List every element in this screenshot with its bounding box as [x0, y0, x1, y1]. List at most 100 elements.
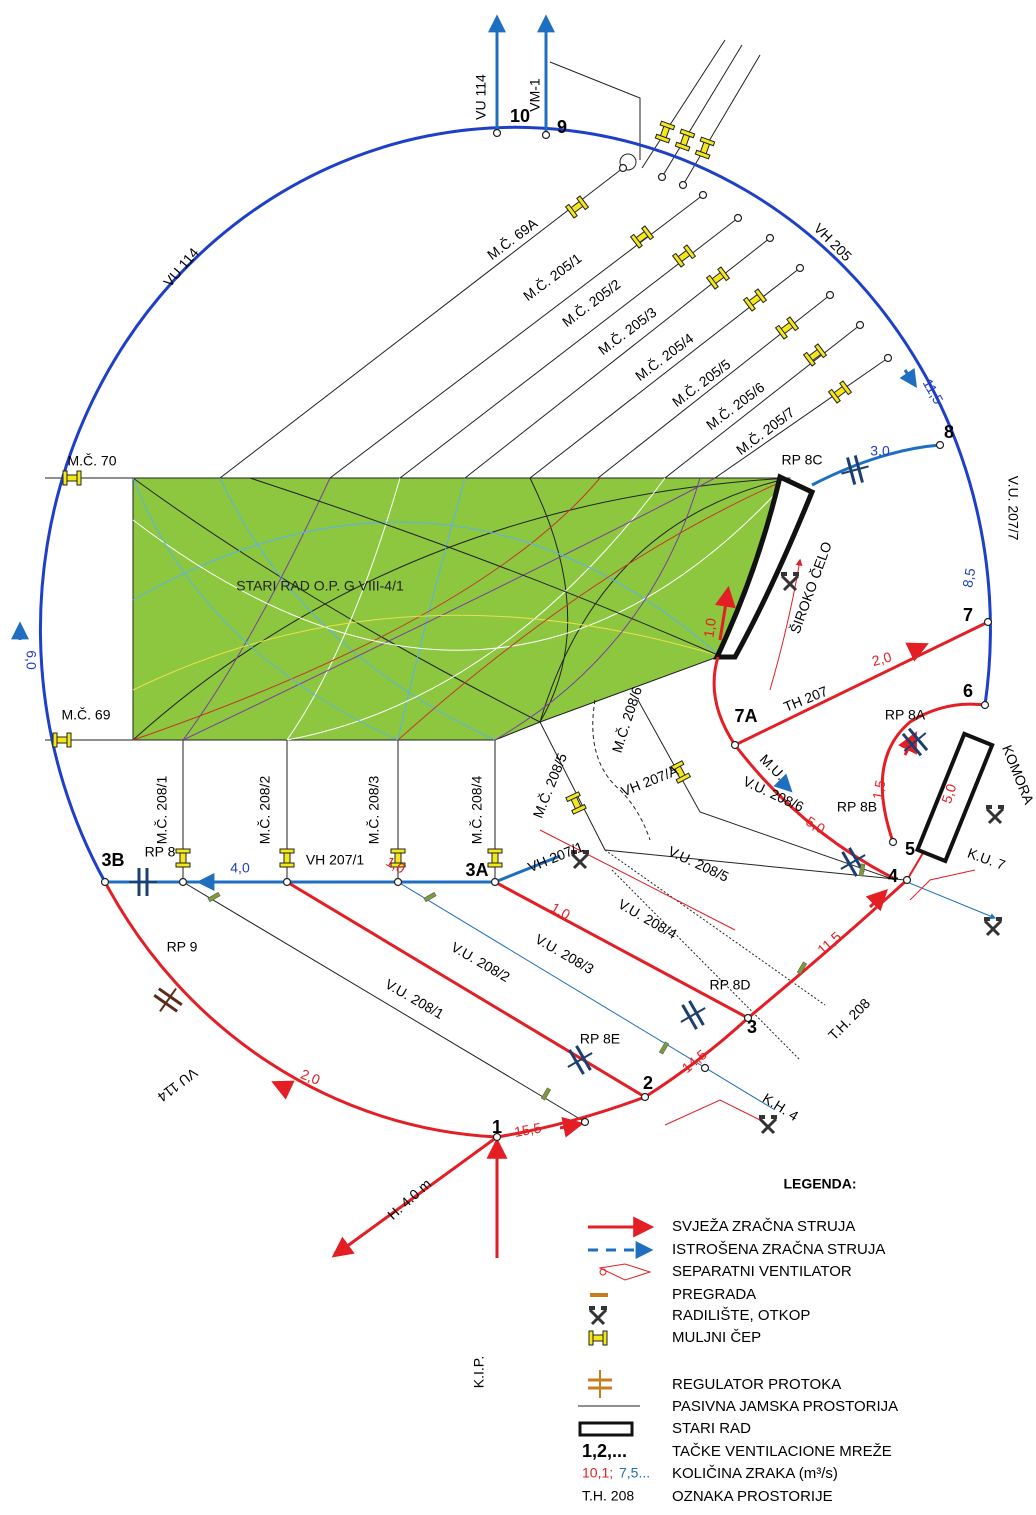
shape-use — [655, 121, 674, 143]
shape-circle — [494, 130, 501, 137]
route-label: M.Č. 69A — [484, 215, 541, 263]
legend-item: PASIVNA JAMSKA PROSTORIJA — [672, 1398, 898, 1415]
shape-circle — [102, 879, 109, 886]
shape-rect — [424, 892, 436, 901]
shape-rect — [659, 1042, 668, 1054]
shape-use — [129, 868, 157, 896]
route-label: VH 207/1 — [306, 852, 365, 868]
shape-circle — [827, 292, 834, 299]
shape-use — [589, 1308, 607, 1324]
shape-use — [53, 733, 71, 747]
shape-use — [695, 137, 714, 159]
shape-use — [488, 849, 502, 867]
flow-value: 1,5 — [869, 779, 888, 801]
flow-value: 8,5 — [959, 567, 978, 589]
shape-use — [759, 1117, 777, 1133]
legend-item: RADILIŠTE, OTKOP — [672, 1307, 810, 1324]
route-label: M.Č. 208/2 — [257, 776, 273, 845]
legend-item: OZNAKA PROSTORIJE — [672, 1488, 833, 1505]
shape-use — [675, 129, 694, 151]
shape-circle — [732, 742, 739, 749]
flow-value: 11,5 — [920, 376, 947, 407]
route-label: V.U. 208/5 — [666, 843, 732, 885]
shape-circle — [797, 265, 804, 272]
shape-line — [907, 882, 995, 918]
shape-use — [895, 722, 934, 761]
route-label: M.Č. 208/5 — [530, 751, 571, 821]
flow-value: 1,0 — [383, 853, 408, 877]
node-label: 9 — [557, 117, 567, 137]
shape-use — [280, 849, 294, 867]
labels: 109877A65433A3B21VU 114VM-1M.Č. 69AM.Č. … — [23, 74, 1036, 1505]
route-label: M.Č. 205/5 — [669, 356, 733, 410]
route-label: M.Č. 205/2 — [559, 276, 623, 330]
legend-item: STARI RAD — [672, 1420, 751, 1437]
shape-use — [631, 226, 654, 248]
flow-value: 4,0 — [230, 860, 250, 876]
shape-path — [910, 870, 975, 900]
shape-use — [566, 792, 586, 814]
node-label: 6 — [963, 681, 973, 701]
shape-line — [735, 622, 988, 745]
flow-value: 2,0 — [298, 1066, 322, 1088]
shape-path — [560, 1124, 580, 1128]
shape-circle — [492, 879, 499, 886]
shape-line — [398, 882, 775, 1110]
route-label: M.Č. 205/1 — [520, 250, 584, 304]
route-label: RP 8E — [580, 1031, 620, 1047]
legend-item: ISTROŠENA ZRAČNA STRUJA — [672, 1241, 885, 1258]
shape-use — [566, 196, 589, 218]
legend-item: MULJNI ČEP — [672, 1329, 761, 1346]
node-label: 8 — [944, 422, 954, 442]
shape-path — [275, 1083, 290, 1090]
shape-circle — [395, 879, 402, 886]
flow-value: 3,0 — [870, 443, 890, 459]
route-label: K.H. 4 — [760, 1090, 802, 1124]
shape-line — [183, 882, 585, 1122]
route-label: V.U. 208/6 — [741, 773, 807, 815]
shape-use — [744, 289, 767, 311]
shape-use — [984, 919, 1002, 935]
page: 109877A65433A3B21VU 114VM-1M.Č. 69AM.Č. … — [0, 0, 1036, 1510]
route-label: VU 114 — [155, 1065, 201, 1105]
route-label: K.I.P. — [471, 1356, 487, 1388]
flow-value: 1,0 — [548, 899, 573, 923]
node-label: 7 — [963, 605, 973, 625]
node-label: 3B — [101, 850, 124, 870]
route-label: VH 207/1 — [525, 838, 585, 875]
legend-item: REGULATOR PROTOKA — [672, 1376, 841, 1393]
legend-item: SVJEŽA ZRAČNA STRUJA — [672, 1218, 855, 1235]
shape-use — [589, 1331, 607, 1345]
route-label: STARI RAD O.P. G VIII-4/1 — [236, 578, 404, 594]
route-label: VU 114 — [473, 74, 489, 120]
shape-circle — [767, 235, 774, 242]
flow-value: 1,0 — [700, 617, 719, 639]
route-label: V.U. 208/1 — [383, 976, 447, 1022]
route-label: VH 207/A — [619, 762, 681, 800]
shape-circle — [904, 877, 911, 884]
shape-circle — [659, 174, 666, 181]
shape-use — [176, 849, 190, 867]
route-label: M.Č. 70 — [67, 453, 116, 469]
flow-value: 15,5 — [513, 1119, 543, 1140]
shape-path — [910, 645, 925, 652]
route-label: RP 9 — [167, 939, 198, 955]
shape-g — [588, 1370, 612, 1398]
legend-item: KOLIČINA ZRAKA (m³/s) — [672, 1465, 838, 1482]
shape-circle — [735, 215, 742, 222]
node-label: 4 — [888, 866, 898, 886]
legend-symbols — [578, 1227, 650, 1435]
route-label: KOMORA — [999, 743, 1036, 807]
shape-circle — [642, 1094, 649, 1101]
route-label: M.Č. 205/4 — [632, 330, 696, 384]
shape-use — [804, 344, 827, 366]
ventilation-diagram: 109877A65433A3B21VU 114VM-1M.Č. 69AM.Č. … — [0, 0, 1036, 1510]
legend-title: LEGENDA: — [783, 1176, 856, 1192]
legend-key-used: 7,5... — [619, 1465, 650, 1481]
route-label: H. 4.0 m — [384, 1175, 434, 1222]
node-label: 2 — [643, 1073, 653, 1093]
route-label: RP 8A — [885, 707, 926, 723]
shape-circle — [620, 165, 627, 172]
shape-circle — [985, 619, 992, 626]
route-label: M.Č. 205/7 — [733, 404, 797, 458]
